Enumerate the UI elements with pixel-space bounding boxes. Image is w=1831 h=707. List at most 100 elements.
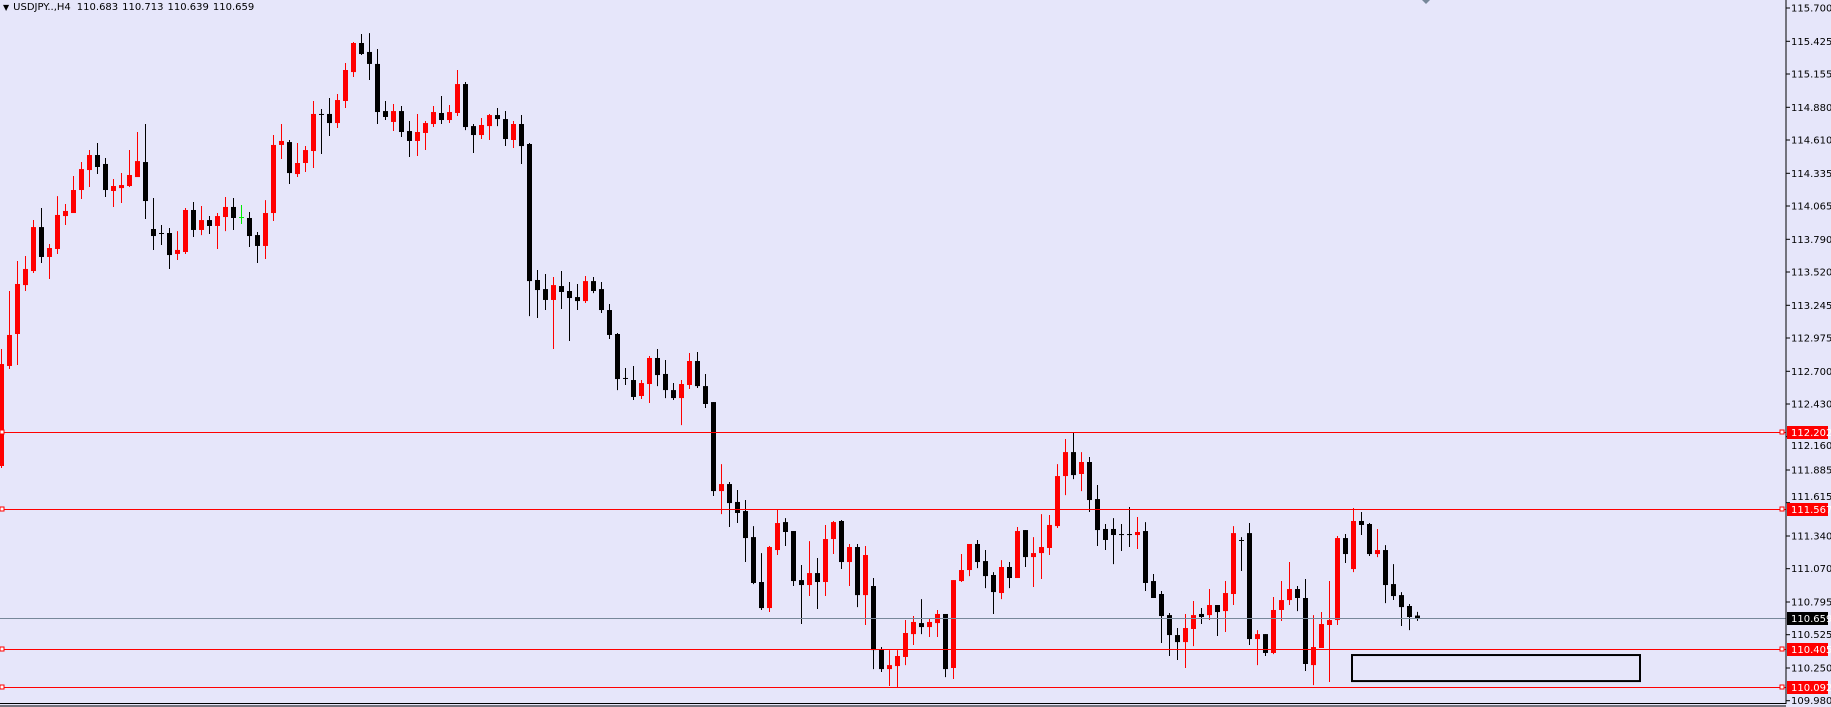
price-tick-label: 110.525 bbox=[1791, 630, 1831, 641]
candle bbox=[495, 108, 500, 127]
candle-body bbox=[311, 113, 316, 152]
candle-body bbox=[455, 84, 460, 113]
price-axis[interactable]: 115.700 115.425 115.155 114.880 114.610 114.3… bbox=[1786, 4, 1831, 707]
candle bbox=[71, 175, 76, 214]
candle-body bbox=[1199, 613, 1204, 618]
candle-body bbox=[15, 283, 20, 335]
candle-body bbox=[1271, 609, 1276, 653]
candle-body bbox=[1055, 476, 1060, 527]
candle-body bbox=[487, 115, 492, 127]
candle-body bbox=[119, 185, 124, 189]
candle-body bbox=[39, 227, 44, 257]
ohlc-high: 110.713 bbox=[122, 2, 164, 13]
candle-body bbox=[1239, 539, 1244, 541]
candle-body bbox=[175, 249, 180, 254]
candle bbox=[959, 554, 964, 583]
candle bbox=[1031, 537, 1036, 587]
candle-body bbox=[327, 113, 332, 124]
current-price-price-label: 110.659 bbox=[1791, 614, 1831, 625]
candle bbox=[383, 101, 388, 121]
candle bbox=[567, 282, 572, 342]
candle-body bbox=[263, 213, 268, 246]
candle-body bbox=[695, 361, 700, 387]
candle bbox=[359, 34, 364, 55]
price-tick-label: 109.980 bbox=[1791, 696, 1831, 707]
candle bbox=[1279, 581, 1284, 622]
candle-body bbox=[1063, 452, 1068, 477]
candle bbox=[903, 620, 908, 666]
candle bbox=[1367, 523, 1372, 556]
candle bbox=[1111, 518, 1116, 565]
candle bbox=[1103, 524, 1108, 551]
horizontal-level-handle-right[interactable] bbox=[1779, 684, 1785, 690]
candle-body bbox=[1343, 538, 1348, 555]
price-tick-label: 111.340 bbox=[1791, 531, 1831, 542]
candle bbox=[431, 105, 436, 128]
candle bbox=[1199, 608, 1204, 625]
candle bbox=[503, 111, 508, 147]
candle bbox=[767, 546, 772, 613]
candle-body bbox=[207, 220, 212, 226]
candle-body bbox=[1127, 534, 1132, 536]
candle-body bbox=[927, 621, 932, 628]
candle bbox=[127, 150, 132, 187]
candle bbox=[183, 208, 188, 254]
candle-body bbox=[831, 522, 836, 540]
candle bbox=[39, 208, 44, 264]
horizontal-level-handle-left[interactable] bbox=[0, 684, 5, 690]
candle-body bbox=[703, 386, 708, 404]
candle bbox=[1295, 586, 1300, 612]
candle-body bbox=[1383, 550, 1388, 586]
candle-body bbox=[375, 63, 380, 113]
candle-body bbox=[1359, 520, 1364, 525]
candle-body bbox=[247, 217, 252, 237]
candle bbox=[775, 508, 780, 556]
horizontal-level-price-label-bg bbox=[1787, 426, 1828, 439]
candle-body bbox=[447, 112, 452, 121]
candle-body bbox=[151, 229, 156, 237]
candle bbox=[1143, 522, 1148, 591]
candle-body bbox=[479, 124, 484, 136]
candle-body bbox=[1391, 584, 1396, 597]
dropdown-triangle-icon[interactable]: ▼ bbox=[3, 3, 10, 12]
candle bbox=[175, 231, 180, 261]
candle-body bbox=[671, 390, 676, 399]
candle bbox=[583, 275, 588, 303]
candle bbox=[751, 526, 756, 585]
horizontal-level-handle-right[interactable] bbox=[1779, 646, 1785, 652]
candle bbox=[687, 353, 692, 389]
horizontal-level-handle-right[interactable] bbox=[1779, 506, 1785, 512]
horizontal-level-handle-left[interactable] bbox=[0, 429, 5, 435]
rectangle-object[interactable] bbox=[1351, 654, 1641, 683]
candle bbox=[351, 42, 356, 78]
candle bbox=[271, 135, 276, 222]
chart-shift-marker-icon[interactable] bbox=[1422, 0, 1430, 4]
price-tick-label: 112.430 bbox=[1791, 399, 1831, 410]
price-tick-label: 114.065 bbox=[1791, 201, 1831, 212]
candle-body bbox=[943, 613, 948, 670]
horizontal-level-handle-right[interactable] bbox=[1779, 429, 1785, 435]
candle bbox=[1391, 564, 1396, 601]
candle-body bbox=[1247, 533, 1252, 640]
candle bbox=[1263, 634, 1268, 657]
candle-body bbox=[439, 112, 444, 121]
price-tick-label: 113.520 bbox=[1791, 267, 1831, 278]
horizontal-level-handle-left[interactable] bbox=[0, 646, 5, 652]
candle-body bbox=[399, 111, 404, 133]
candle bbox=[1151, 574, 1156, 598]
candle bbox=[335, 93, 340, 129]
candle-body bbox=[807, 573, 812, 586]
candle-body bbox=[511, 124, 516, 140]
price-tick-label: 111.615 bbox=[1791, 492, 1831, 503]
candle-body bbox=[1367, 524, 1372, 555]
candle bbox=[343, 62, 348, 109]
candle-body bbox=[983, 561, 988, 577]
horizontal-level-price-label: 110.092 bbox=[1791, 683, 1831, 694]
candle-body bbox=[495, 115, 500, 120]
horizontal-level-price-label: 110.405 bbox=[1791, 645, 1831, 656]
candle-body bbox=[95, 155, 100, 168]
horizontal-level-handle-left[interactable] bbox=[0, 506, 5, 512]
candle-body bbox=[855, 547, 860, 596]
candle-body bbox=[415, 132, 420, 141]
